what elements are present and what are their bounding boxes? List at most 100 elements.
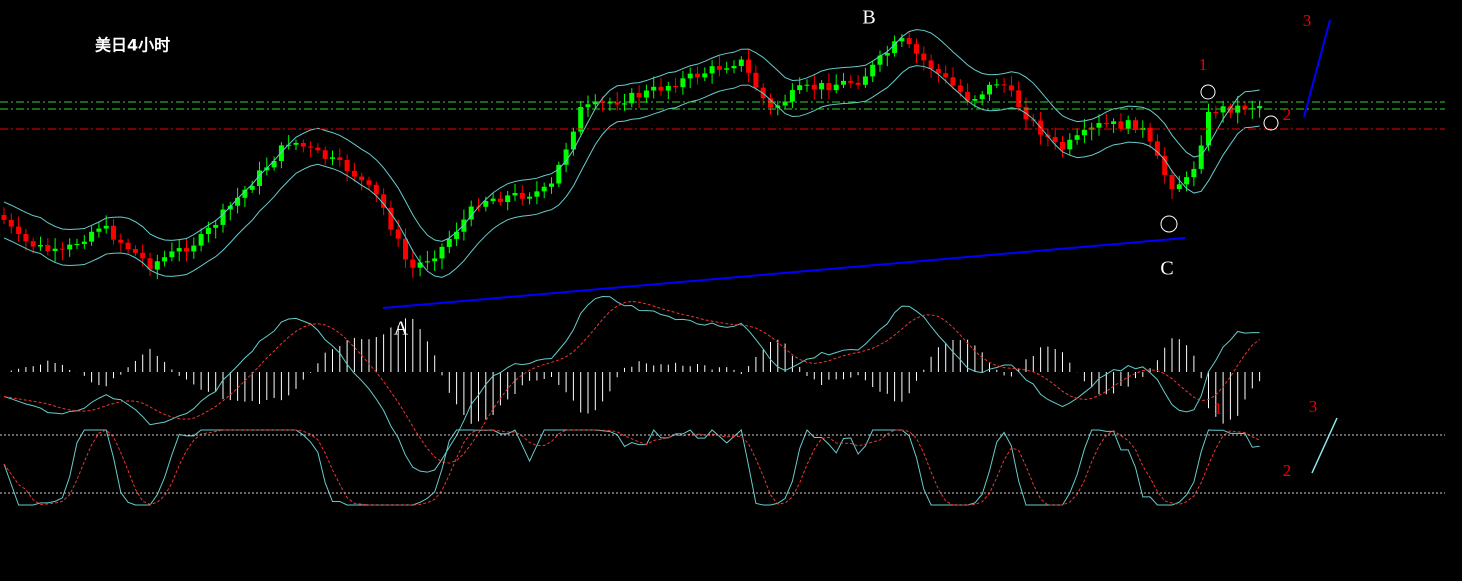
candle-body bbox=[987, 84, 992, 95]
candle-body bbox=[753, 72, 759, 88]
candle-body bbox=[59, 248, 65, 250]
candle-body bbox=[249, 185, 255, 190]
candle-body bbox=[497, 198, 503, 203]
candle-body bbox=[1074, 135, 1080, 140]
candle-body bbox=[1060, 141, 1065, 150]
candle-body bbox=[527, 196, 533, 199]
candle-body bbox=[293, 142, 299, 145]
candle-body bbox=[147, 258, 153, 270]
candle-body bbox=[870, 64, 876, 77]
candle-body bbox=[797, 85, 803, 91]
candle-body bbox=[125, 242, 131, 250]
candle-body bbox=[1227, 106, 1233, 113]
candle-body bbox=[16, 226, 22, 235]
candle-body bbox=[96, 228, 102, 232]
candle-body bbox=[169, 251, 175, 258]
candle-body bbox=[622, 103, 627, 105]
candle-body bbox=[74, 243, 80, 245]
marker-circle bbox=[1160, 215, 1178, 233]
chart-title: 美日4小时 bbox=[95, 36, 170, 55]
candle-body bbox=[651, 86, 657, 91]
candle-body bbox=[607, 102, 613, 104]
candle-body bbox=[103, 225, 109, 229]
candle-body bbox=[235, 197, 241, 206]
candle-body bbox=[468, 206, 474, 220]
candle-body bbox=[1176, 184, 1182, 189]
oscillator-label: 2 bbox=[1283, 461, 1292, 480]
candle-body bbox=[315, 147, 321, 151]
candle-body bbox=[1133, 120, 1138, 130]
candle-body bbox=[541, 186, 547, 192]
candle-body bbox=[673, 85, 679, 88]
candle-body bbox=[833, 84, 839, 91]
candle-body bbox=[227, 205, 233, 210]
candle-body bbox=[1016, 90, 1022, 107]
projection-line bbox=[1311, 417, 1338, 474]
candle-body bbox=[344, 159, 350, 171]
wave-label: C bbox=[1160, 258, 1173, 280]
candle-body bbox=[1081, 129, 1087, 136]
candle-body bbox=[1030, 119, 1036, 121]
candle-body bbox=[1103, 123, 1109, 125]
candle-body bbox=[614, 102, 620, 105]
candle-body bbox=[1111, 121, 1117, 124]
candle-body bbox=[52, 248, 58, 252]
candle-body bbox=[242, 189, 248, 198]
candle-body bbox=[359, 176, 365, 181]
candle-body bbox=[140, 252, 146, 259]
candle-body bbox=[979, 94, 985, 100]
candle-body bbox=[789, 90, 795, 102]
candle-body bbox=[855, 82, 861, 85]
candle-body bbox=[636, 92, 642, 98]
candle-body bbox=[556, 164, 562, 184]
candle-body bbox=[264, 167, 270, 171]
candle-body bbox=[549, 183, 554, 187]
candle-body bbox=[1118, 121, 1124, 129]
candle-body bbox=[446, 238, 452, 247]
candle-body bbox=[746, 59, 752, 73]
candle-body bbox=[461, 219, 467, 232]
candle-body bbox=[322, 150, 328, 159]
candle-body bbox=[403, 238, 408, 260]
candle-body bbox=[490, 198, 496, 202]
candle-body bbox=[1162, 155, 1168, 176]
candle-body bbox=[1169, 175, 1175, 189]
candle-body bbox=[286, 144, 292, 146]
candle-body bbox=[308, 146, 314, 148]
candle-body bbox=[629, 92, 635, 104]
candle-body bbox=[1206, 112, 1211, 146]
candle-body bbox=[388, 207, 394, 230]
candle-body bbox=[330, 157, 335, 159]
candle-body bbox=[906, 38, 912, 45]
candle-body bbox=[1067, 139, 1073, 150]
candle-body bbox=[424, 261, 430, 263]
candle-body bbox=[578, 107, 584, 132]
candle-body bbox=[848, 80, 854, 83]
candle-body bbox=[118, 239, 124, 243]
candle-body bbox=[768, 98, 773, 108]
candle-body bbox=[81, 241, 87, 244]
wave-label: 1 bbox=[1199, 55, 1208, 74]
candle-body bbox=[716, 66, 722, 70]
candle-body bbox=[1213, 112, 1219, 114]
candle-body bbox=[804, 84, 810, 86]
candle-body bbox=[826, 83, 832, 91]
candle-body bbox=[877, 55, 883, 65]
wave-label: B bbox=[862, 7, 875, 29]
candle-body bbox=[811, 84, 817, 90]
candle-body bbox=[1096, 123, 1102, 128]
band-upper bbox=[3, 29, 1260, 242]
marker-circle bbox=[1200, 84, 1216, 100]
candle-body bbox=[965, 91, 971, 101]
candle-body bbox=[687, 73, 693, 79]
candle-body bbox=[563, 149, 569, 165]
candle-body bbox=[454, 231, 460, 239]
candle-body bbox=[1001, 84, 1007, 86]
candle-body bbox=[505, 195, 511, 203]
d-line bbox=[3, 429, 1260, 506]
candle-body bbox=[643, 90, 649, 98]
candle-body bbox=[184, 248, 189, 252]
candle-body bbox=[432, 258, 438, 262]
candle-body bbox=[1147, 127, 1153, 142]
candle-body bbox=[271, 160, 277, 168]
